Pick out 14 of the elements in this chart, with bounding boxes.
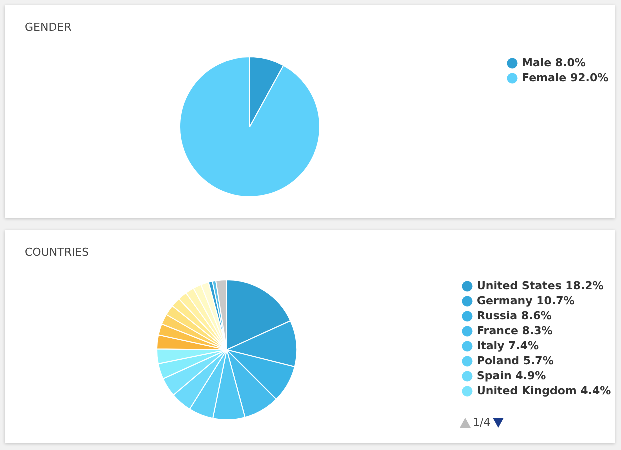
text: COUNTRIES (25, 246, 90, 259)
legend-label: Male 8.0% (522, 56, 586, 70)
legend-label: Spain 4.9% (477, 370, 546, 382)
text: 1/4 (473, 416, 491, 429)
legend-label: Russia 8.6% (477, 310, 552, 322)
legend-label: Female 92.0% (522, 72, 609, 84)
legend-label: Poland 5.7% (477, 354, 554, 368)
pie-slice (180, 56, 320, 198)
legend-label: United Kingdom 4.4% (477, 384, 612, 398)
legend-label: United States 18.2% (477, 280, 604, 292)
legend-label: Italy 7.4% (477, 340, 540, 352)
legend-label: France 8.3% (477, 324, 553, 338)
text: GENDER (25, 21, 72, 34)
legend-label: Germany 10.7% (477, 294, 575, 308)
